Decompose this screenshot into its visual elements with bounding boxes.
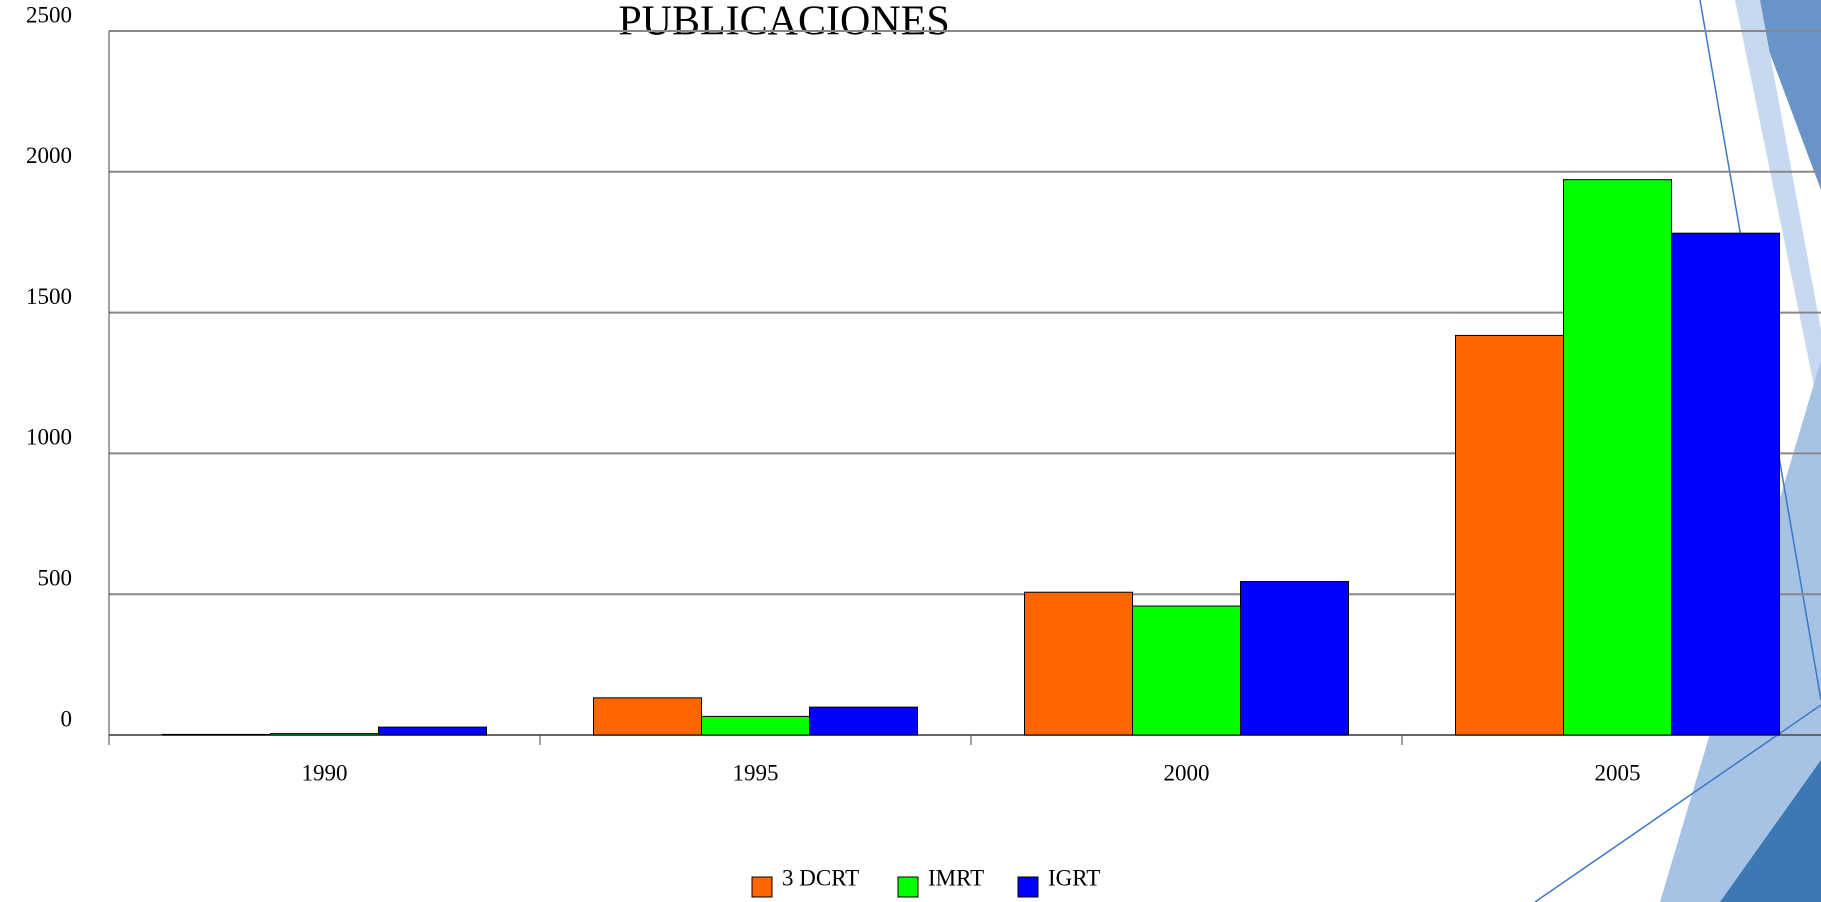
legend-label: IMRT [928, 865, 984, 890]
bar [1240, 581, 1349, 736]
y-tick-label: 2500 [26, 2, 72, 27]
legend-swatch [751, 876, 773, 898]
y-tick-label: 0 [61, 706, 73, 731]
bar [1563, 179, 1672, 736]
legend-swatch [897, 876, 919, 898]
bar [1024, 591, 1133, 736]
legend-label: IGRT [1048, 865, 1100, 890]
legend-label: 3 DCRT [782, 865, 859, 890]
bar [1132, 605, 1241, 736]
y-tick-label: 1500 [26, 284, 72, 309]
bar [378, 726, 487, 736]
bar [809, 706, 918, 736]
y-tick-label: 500 [38, 565, 73, 590]
bar [270, 733, 379, 736]
x-tick-label: 2000 [1164, 760, 1210, 785]
x-tick-label: 1990 [302, 760, 348, 785]
bar [162, 733, 271, 736]
x-tick-label: 1995 [733, 760, 779, 785]
x-tick-label: 2005 [1595, 760, 1641, 785]
legend-swatch [1017, 876, 1039, 898]
bar [1671, 232, 1780, 736]
bar [593, 697, 702, 736]
bar [1455, 334, 1564, 736]
y-tick-label: 1000 [26, 425, 72, 450]
bar [701, 715, 810, 736]
y-tick-label: 2000 [26, 143, 72, 168]
chart-title: PUBLICACIONES [618, 0, 949, 45]
